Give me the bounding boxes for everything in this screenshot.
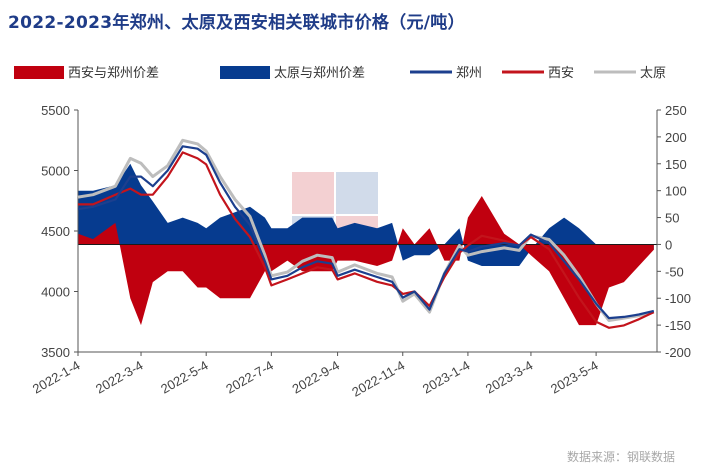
right-tick-label: -200 (665, 345, 691, 360)
legend-label-zhengzhou: 郑州 (456, 66, 482, 81)
right-tick-label: -100 (665, 291, 691, 306)
x-tick-label: 2022-3-4 (93, 358, 146, 397)
legend-swatch-ty-zz-diff (220, 66, 270, 79)
line-xian (78, 151, 655, 329)
line-taiyuan (77, 138, 655, 322)
data-source: 数据来源：钢联数据 (566, 450, 675, 464)
right-tick-label: -150 (665, 318, 691, 333)
x-tick-label: 2022-1-4 (30, 358, 83, 397)
chart-title: 2022-2023年郑州、太原及西安相关联城市价格（元/吨） (8, 13, 465, 33)
x-tick-label: 2022-7-4 (223, 358, 276, 397)
legend-label-ty-zz-diff: 太原与郑州价差 (274, 66, 365, 81)
legend-swatch-xian-zz-diff (14, 66, 64, 79)
x-tick-label: 2022-11-4 (349, 358, 407, 400)
x-tick-label: 2022-9-4 (290, 358, 343, 397)
area-ty-zz-diff (78, 163, 654, 266)
diff-areas (78, 163, 657, 326)
area-xian-zz-diff (78, 196, 654, 326)
right-tick-label: 50 (665, 211, 679, 226)
legend-label-xian-zz-diff: 西安与郑州价差 (68, 66, 159, 81)
left-tick-label: 5000 (41, 164, 70, 179)
left-tick-label: 5500 (41, 103, 70, 118)
left-tick-label: 4500 (41, 224, 70, 239)
legend: 西安与郑州价差 太原与郑州价差 郑州 西安 太原 (14, 66, 666, 81)
x-tick-label: 2023-5-4 (548, 358, 601, 397)
x-tick-label: 2023-1-4 (420, 358, 473, 397)
right-tick-label: 250 (665, 103, 687, 118)
legend-label-xian: 西安 (548, 66, 574, 81)
left-tick-label: 4000 (41, 285, 70, 300)
line-zhengzhou (77, 145, 655, 320)
left-tick-label: 3500 (41, 345, 70, 360)
x-tick-label: 2022-5-4 (158, 358, 211, 397)
right-tick-label: 150 (665, 157, 687, 172)
right-tick-label: 100 (665, 184, 687, 199)
right-tick-label: 0 (665, 237, 672, 252)
x-tick-label: 2023-3-4 (483, 358, 536, 397)
legend-label-taiyuan: 太原 (640, 66, 666, 81)
price-lines (77, 138, 655, 329)
right-tick-label: 200 (665, 130, 687, 145)
right-tick-label: -50 (665, 264, 684, 279)
